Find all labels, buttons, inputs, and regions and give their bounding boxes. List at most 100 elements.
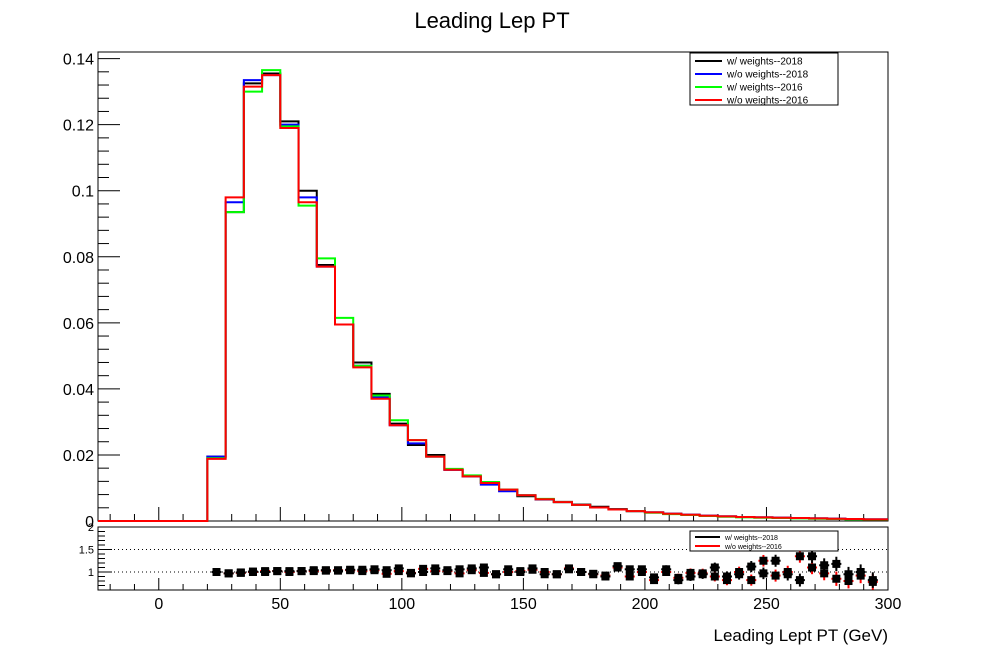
y-tick-label: 0.12 [63, 118, 94, 135]
ratio-y-tick-label: 1.5 [79, 545, 94, 557]
ratio-point [794, 549, 805, 563]
ratio-point [819, 558, 830, 573]
ratio-point [831, 556, 842, 572]
ratio-point [369, 565, 380, 574]
legend-entry: w/ weights--2018 [726, 57, 803, 68]
y-tick-label: 0.04 [63, 382, 94, 399]
ratio-point [503, 565, 514, 574]
ratio-point [831, 571, 842, 586]
ratio-point [418, 568, 429, 576]
ratio-point [782, 568, 793, 581]
y-tick-label: 0.02 [63, 448, 94, 465]
ratio-legend-entry: w/ weights--2018 [724, 535, 778, 542]
ratio-legend-box [689, 530, 839, 552]
ratio-point [357, 565, 368, 574]
ratio-point [563, 565, 574, 574]
ratio-x-axis: 0 50 100 150 200 250 300 [109, 578, 902, 613]
ratio-point [466, 564, 477, 573]
ratio-point [478, 568, 489, 577]
y-tick-label: 0.08 [63, 250, 94, 267]
ratio-point [770, 569, 781, 582]
ratio-point [721, 571, 732, 582]
ratio-point [211, 568, 222, 576]
legend-entry: w/o weights--2016 [726, 96, 809, 107]
ratio-point [661, 565, 672, 574]
ratio-point [758, 567, 769, 580]
ratio-point [770, 554, 781, 567]
ratio-point [442, 566, 453, 575]
ratio-point [746, 574, 757, 586]
ratio-point [673, 575, 684, 585]
ratio-point [843, 566, 854, 582]
ratio-point [272, 567, 283, 576]
ratio-point [807, 549, 818, 563]
x-tick-label: 250 [753, 596, 780, 613]
ratio-legend: w/ weights--2018 w/o weights--2016 [689, 530, 839, 552]
top-y-axis: 0 0.02 0.04 0.06 0.08 0.1 0.12 0.14 [63, 52, 120, 531]
ratio-point [527, 564, 538, 573]
ratio-point [235, 568, 246, 577]
ratio-legend-entry: w/o weights--2016 [724, 544, 782, 551]
legend-entry: w/o weights--2018 [726, 70, 809, 81]
ratio-point [709, 571, 720, 582]
ratio-point [223, 569, 234, 578]
ratio-point [624, 572, 635, 581]
ratio-y-tick-label: 2 [88, 522, 94, 534]
ratio-point [576, 568, 587, 576]
ratio-point [247, 567, 258, 576]
ratio-point [491, 570, 502, 579]
x-tick-label: 50 [271, 596, 289, 613]
series-line [98, 74, 888, 522]
ratio-point [551, 570, 562, 579]
top-plot-frame [97, 51, 889, 522]
ratio-point [478, 563, 489, 572]
ratio-point [709, 562, 720, 573]
top-legend: w/ weights--2018 w/o weights--2018 w/ weig… [689, 52, 839, 107]
ratio-point [260, 568, 271, 576]
ratio-point [588, 569, 599, 578]
ratio-point [296, 567, 307, 576]
ratio-point [284, 567, 295, 576]
ratio-point [794, 573, 805, 587]
x-tick-label: 200 [632, 596, 659, 613]
ratio-point [612, 562, 623, 571]
ratio-point [649, 573, 660, 582]
top-histograms [98, 69, 888, 522]
x-tick-label: 0 [154, 596, 163, 613]
ratio-points [211, 549, 878, 590]
ratio-point [734, 568, 745, 580]
ratio-point [697, 569, 708, 579]
ratio-point [758, 554, 769, 567]
y-tick-label: 0 [85, 514, 94, 531]
ratio-point [381, 566, 392, 575]
ratio-point [393, 564, 404, 573]
ratio-point [454, 565, 465, 574]
ratio-point [345, 565, 356, 574]
x-axis-label: Leading Lept PT (GeV) [713, 626, 888, 645]
ratio-point [405, 569, 416, 578]
ratio-point [636, 565, 647, 574]
ratio-point [746, 561, 757, 573]
legend-entry: w/ weights--2016 [726, 83, 803, 94]
top-x-ticks [109, 507, 889, 521]
x-tick-label: 300 [875, 596, 902, 613]
ratio-point [624, 565, 635, 574]
ratio-point [308, 566, 319, 575]
y-tick-label: 0.14 [63, 52, 94, 69]
ratio-point [430, 564, 441, 573]
ratio-point [867, 572, 878, 588]
ratio-point [807, 560, 818, 575]
ratio-point [320, 566, 331, 575]
series-line [98, 74, 888, 522]
series-line [98, 72, 888, 522]
ratio-y-tick-label: 1 [88, 567, 94, 579]
ratio-point [685, 572, 696, 581]
x-tick-label: 150 [510, 596, 537, 613]
ratio-point [539, 570, 550, 579]
chart-title: Leading Lep PT [414, 8, 569, 33]
y-tick-label: 0.1 [72, 184, 94, 201]
ratio-point [855, 564, 866, 580]
ratio-y-axis: 11.52 [79, 522, 112, 591]
ratio-point [600, 572, 611, 581]
